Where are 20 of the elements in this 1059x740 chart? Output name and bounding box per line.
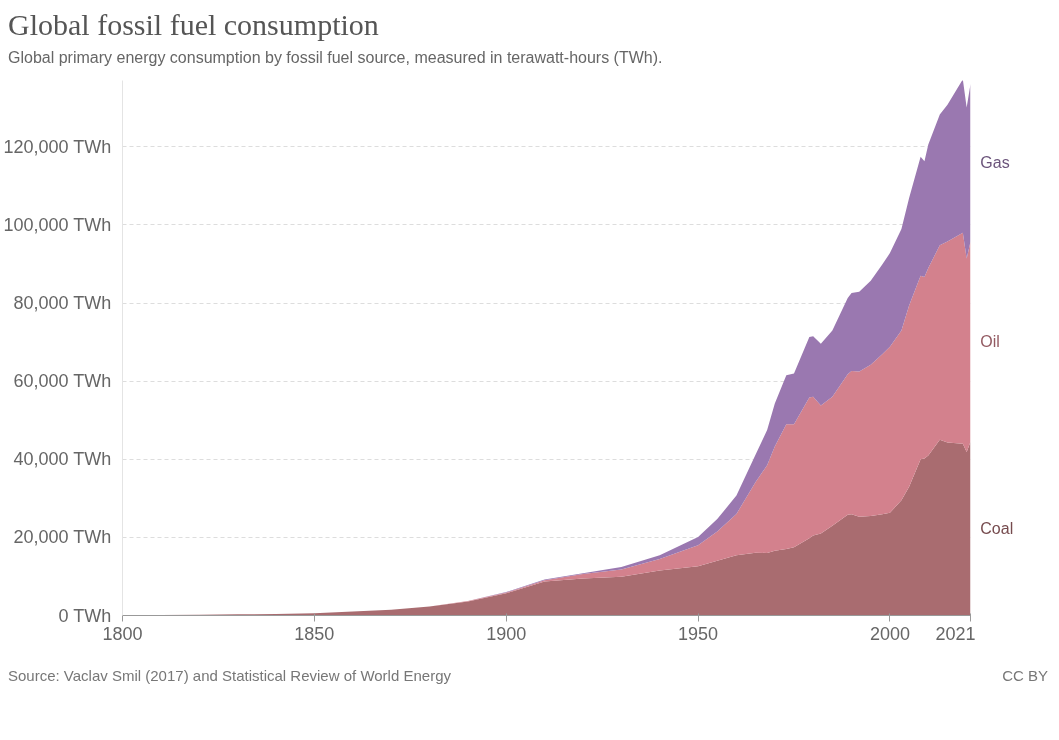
chart-title: Global fossil fuel consumption [8, 7, 379, 43]
series-label: Oil [980, 332, 1000, 350]
x-tick-label: 1950 [678, 623, 719, 644]
x-tick-label: 1900 [486, 623, 527, 644]
y-tick-label: 0 TWh [58, 605, 112, 626]
y-tick-label: 40,000 TWh [13, 448, 112, 469]
y-tick-label: 20,000 TWh [13, 527, 112, 548]
text: CC BY [1002, 665, 1048, 686]
source-note: Source: Vaclav Smil (2017) and Statistical Review of World Energy [8, 665, 451, 686]
series-label: Coal [980, 519, 1014, 537]
series-label: Gas [980, 154, 1010, 172]
y-tick-label: 80,000 TWh [13, 292, 112, 313]
x-tick-label: 1850 [294, 623, 335, 644]
y-tick-label: 100,000 TWh [3, 214, 112, 235]
x-tick-label: 2021 [935, 623, 976, 644]
x-tick-label: 1800 [102, 623, 143, 644]
chart-subtitle: Global primary energy consumption by fossil fuel source, measured in terawatt-hours (TWh). [8, 47, 663, 68]
x-tick-label: 2000 [869, 623, 910, 644]
y-tick-label: 120,000 TWh [3, 136, 112, 157]
y-tick-label: 60,000 TWh [13, 370, 112, 391]
